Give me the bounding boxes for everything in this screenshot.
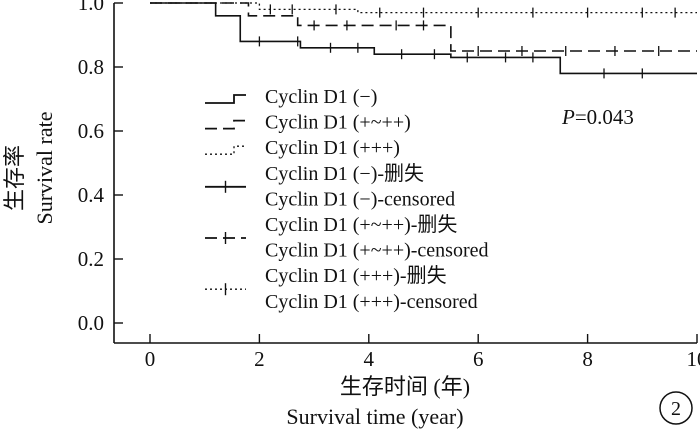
- legend-item: Cyclin D1 (−)-删失: [205, 162, 424, 193]
- legend-label: Cyclin D1 (−): [265, 86, 377, 108]
- plot-area: [150, 2, 697, 79]
- y-tick-label: 0.8: [78, 55, 104, 79]
- legend-label: Cyclin D1 (+++)-删失: [265, 264, 447, 287]
- y-axis-title-cn: 生存率: [2, 145, 27, 211]
- legend-label: Cyclin D1 (+~++): [265, 112, 411, 134]
- censor-marks: [258, 4, 676, 79]
- legend: Cyclin D1 (−) Cyclin D1 (+~++) Cyclin D1 (…: [205, 86, 489, 313]
- x-tick-label: 6: [473, 347, 484, 371]
- x-axis-ticks: 0 2 4 6 8 10: [145, 334, 700, 371]
- panel-label-circle: [659, 391, 693, 425]
- x-tick-label: 8: [582, 347, 593, 371]
- legend-swatch: [205, 145, 246, 155]
- legend-item: Cyclin D1 (+++)-删失: [205, 264, 447, 296]
- x-axis-title-en: Survival time (year): [286, 404, 463, 429]
- p-value-annotation: P=0.043: [561, 105, 634, 129]
- x-axis-title-cn: 生存时间 (年): [340, 374, 470, 399]
- y-tick-label: 1.0: [78, 0, 104, 15]
- p-value-symbol: P: [561, 105, 575, 129]
- x-tick-label: 2: [254, 347, 265, 371]
- survival-curve-dotted: [150, 2, 697, 14]
- legend-item: Cyclin D1 (−): [205, 86, 377, 108]
- axes: 0 2 4 6 8 10 0.0 0.2 0.4 0.6 0.8 1.0: [78, 0, 700, 371]
- x-tick-label: 10: [687, 347, 700, 371]
- legend-label: Cyclin D1 (+++)-censored: [265, 291, 478, 313]
- axis-frame: [113, 3, 697, 344]
- y-axis-ticks: 0.0 0.2 0.4 0.6 0.8 1.0: [78, 0, 123, 335]
- legend-label: Cyclin D1 (−)-删失: [265, 162, 424, 185]
- panel-label-badge: 2: [659, 391, 693, 425]
- survival-curves: [150, 2, 697, 75]
- y-tick-label: 0.0: [78, 311, 104, 335]
- legend-item: Cyclin D1 (+++): [205, 137, 400, 159]
- legend-item: Cyclin D1 (+++)-censored: [265, 291, 478, 313]
- x-tick-label: 0: [145, 347, 156, 371]
- panel-label: 2: [671, 398, 681, 420]
- survival-curve-dashed: [150, 2, 697, 52]
- p-value-text: =0.043: [575, 105, 634, 129]
- legend-label: Cyclin D1 (+++): [265, 137, 400, 159]
- y-tick-label: 0.2: [78, 247, 104, 271]
- legend-item: Cyclin D1 (+~++)-删失: [205, 213, 457, 244]
- legend-item: Cyclin D1 (+~++)-censored: [265, 240, 489, 262]
- x-tick-label: 4: [364, 347, 375, 371]
- legend-label: Cyclin D1 (−)-censored: [265, 188, 455, 210]
- y-tick-label: 0.6: [78, 119, 104, 143]
- y-axis-title-en: Survival rate: [32, 111, 57, 224]
- legend-item: Cyclin D1 (−)-censored: [265, 188, 455, 210]
- legend-swatch: [205, 119, 246, 130]
- legend-item: Cyclin D1 (+~++): [205, 112, 411, 134]
- legend-label: Cyclin D1 (+~++)-censored: [265, 240, 489, 262]
- survival-curve-solid: [150, 2, 697, 75]
- legend-swatch: [205, 94, 246, 104]
- legend-label: Cyclin D1 (+~++)-删失: [265, 213, 457, 236]
- y-tick-label: 0.4: [78, 183, 105, 207]
